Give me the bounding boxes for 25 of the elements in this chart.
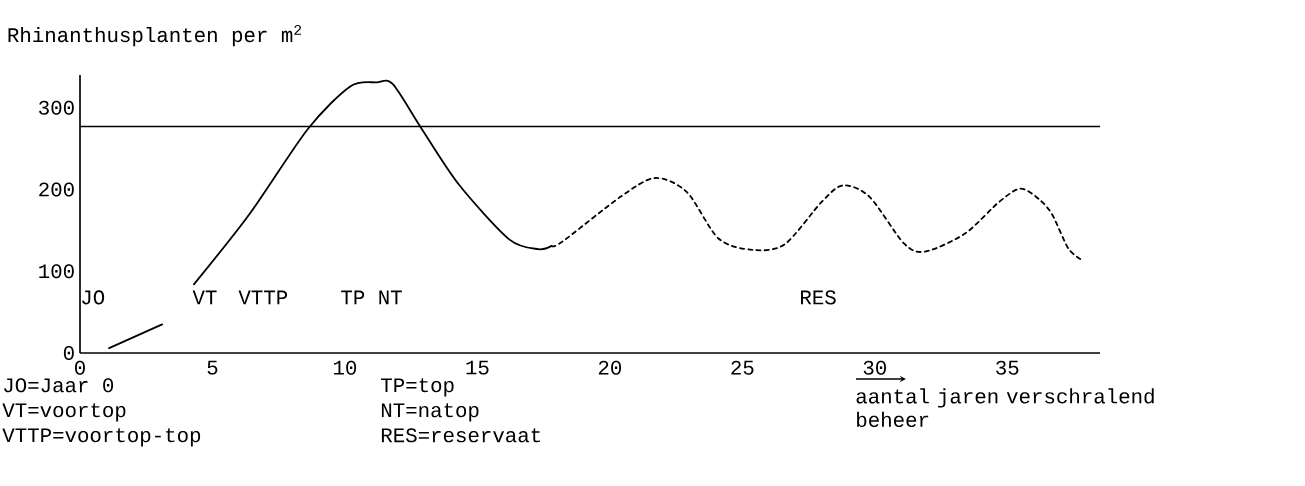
- text: JO=Jaar 0: [4, 378, 114, 393]
- text: VT=voortop: [2, 403, 126, 422]
- text: TP=top: [381, 378, 454, 397]
- x-tick-label: 0: [75, 360, 85, 375]
- x-tick-label: 35: [996, 360, 1019, 375]
- annotation: VTTP: [238, 290, 288, 305]
- annotation: VT: [192, 290, 217, 305]
- x-axis-title: aantal jaren verschralend beheer: [856, 388, 1154, 428]
- x-tick-label: 15: [466, 360, 489, 375]
- annotation: TP NT: [341, 290, 402, 305]
- y-tick-label: 300: [39, 100, 74, 115]
- y-tick-label: 200: [39, 182, 74, 197]
- annotation: RES: [801, 290, 836, 305]
- y-tick-label: 0: [63, 345, 74, 361]
- text: NT=natop: [381, 403, 479, 422]
- y-tick-label: 100: [39, 264, 74, 279]
- x-tick-label: 20: [598, 360, 622, 375]
- annotation: JO: [82, 290, 105, 305]
- y-axis-title: Rhinanthusplanten per m$^{2}$: [8, 25, 302, 47]
- x-tick-label: 5: [207, 360, 218, 375]
- x-tick-label: 25: [731, 360, 754, 375]
- x-tick-label: 10: [333, 360, 357, 375]
- text: RES=reservaat: [381, 428, 541, 443]
- text: VTTP=voortop-top: [2, 428, 201, 447]
- x-tick-label: 30: [863, 360, 886, 375]
